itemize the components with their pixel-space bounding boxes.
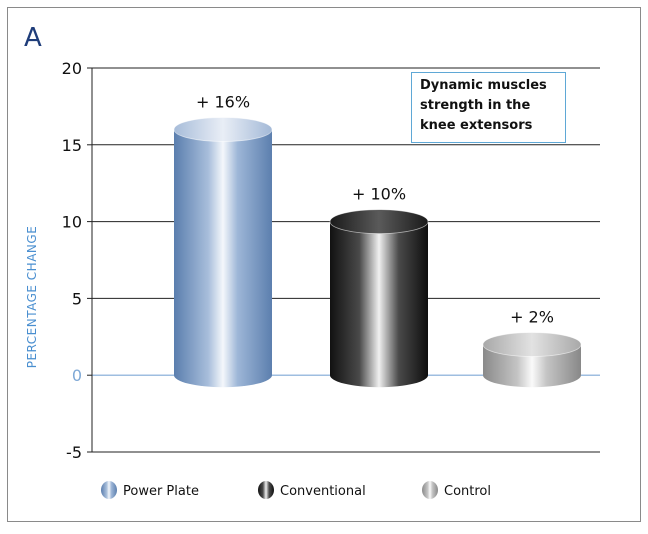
legend-swatch (258, 481, 274, 499)
data-label: + 2% (510, 307, 554, 326)
bar-body (174, 129, 272, 388)
bar-top (329, 209, 429, 235)
legend-conventional: Conventional (258, 481, 366, 499)
annotation-text: Dynamic muscles strength in the knee exten… (420, 78, 547, 133)
legend-power-plate: Power Plate (101, 481, 199, 499)
data-label: + 10% (352, 185, 406, 204)
bar-conventional (329, 209, 429, 388)
bar-top (173, 117, 273, 142)
data-label: + 16% (196, 92, 250, 111)
legend-swatch (101, 481, 117, 499)
bar-top (482, 332, 582, 357)
y-tick-label: 20 (62, 59, 82, 78)
annotation-box: Dynamic muscles strength in the knee exten… (411, 72, 566, 143)
legend-label: Conventional (280, 484, 366, 499)
legend-label: Control (444, 484, 491, 499)
bar-control (482, 332, 582, 388)
y-tick-label: -5 (66, 443, 82, 462)
y-tick-label: 10 (62, 213, 82, 232)
data-labels: + 16% + 10% + 2% (196, 92, 554, 326)
panel-label: A (24, 23, 42, 53)
legend-swatch (422, 481, 438, 499)
y-tick-label: 0 (72, 366, 82, 385)
y-axis-title: PERCENTAGE CHANGE (25, 226, 39, 369)
bars (173, 117, 582, 388)
bar-power-plate (173, 117, 273, 388)
y-tick-label: 5 (72, 289, 82, 308)
bar-body (330, 221, 428, 388)
y-tick-label: 15 (62, 136, 82, 155)
legend-label: Power Plate (123, 484, 199, 499)
legend: Power Plate Conventional Control (101, 481, 491, 499)
legend-control: Control (422, 481, 491, 499)
y-axis-ticks: -5 0 5 10 15 20 (62, 59, 92, 462)
